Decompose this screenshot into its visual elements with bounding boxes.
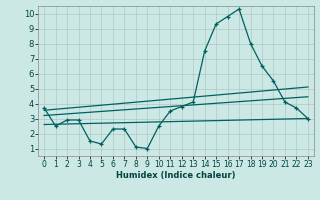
X-axis label: Humidex (Indice chaleur): Humidex (Indice chaleur) (116, 171, 236, 180)
